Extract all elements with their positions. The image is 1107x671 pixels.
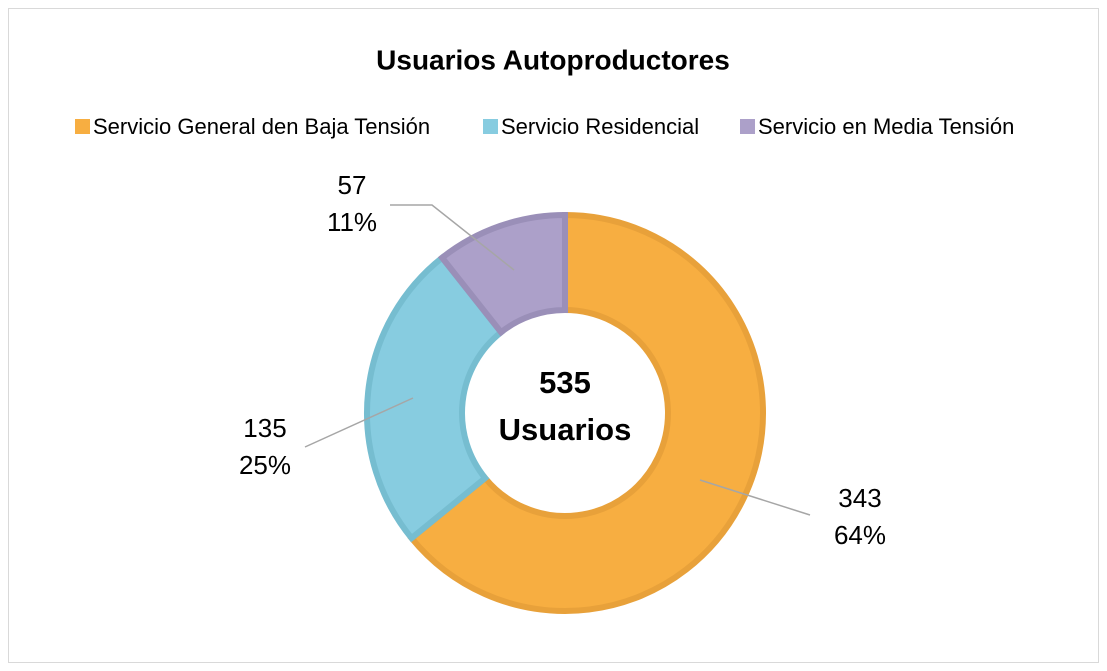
legend-swatch — [483, 119, 498, 134]
legend-swatch — [75, 119, 90, 134]
percent-label: 25% — [239, 450, 291, 480]
chart-title: Usuarios Autoproductores — [376, 44, 730, 75]
data-label: 135 — [243, 413, 286, 443]
leader-line — [699, 479, 811, 516]
data-label: 343 — [838, 483, 881, 513]
percent-label: 64% — [834, 520, 886, 550]
legend-label: Servicio General den Baja Tensión — [93, 114, 430, 139]
leader-line — [390, 204, 515, 271]
percent-label: 11% — [327, 207, 377, 237]
center-label: Usuarios — [499, 412, 632, 447]
donut-slice — [407, 211, 766, 614]
data-label: 57 — [338, 170, 367, 200]
legend-swatch — [740, 119, 755, 134]
leader-line — [304, 397, 414, 448]
legend-label: Servicio Residencial — [501, 114, 699, 139]
center-total: 535 — [539, 365, 591, 400]
donut-slice — [437, 211, 568, 337]
donut-slice — [364, 253, 506, 543]
legend-label: Servicio en Media Tensión — [758, 114, 1014, 139]
